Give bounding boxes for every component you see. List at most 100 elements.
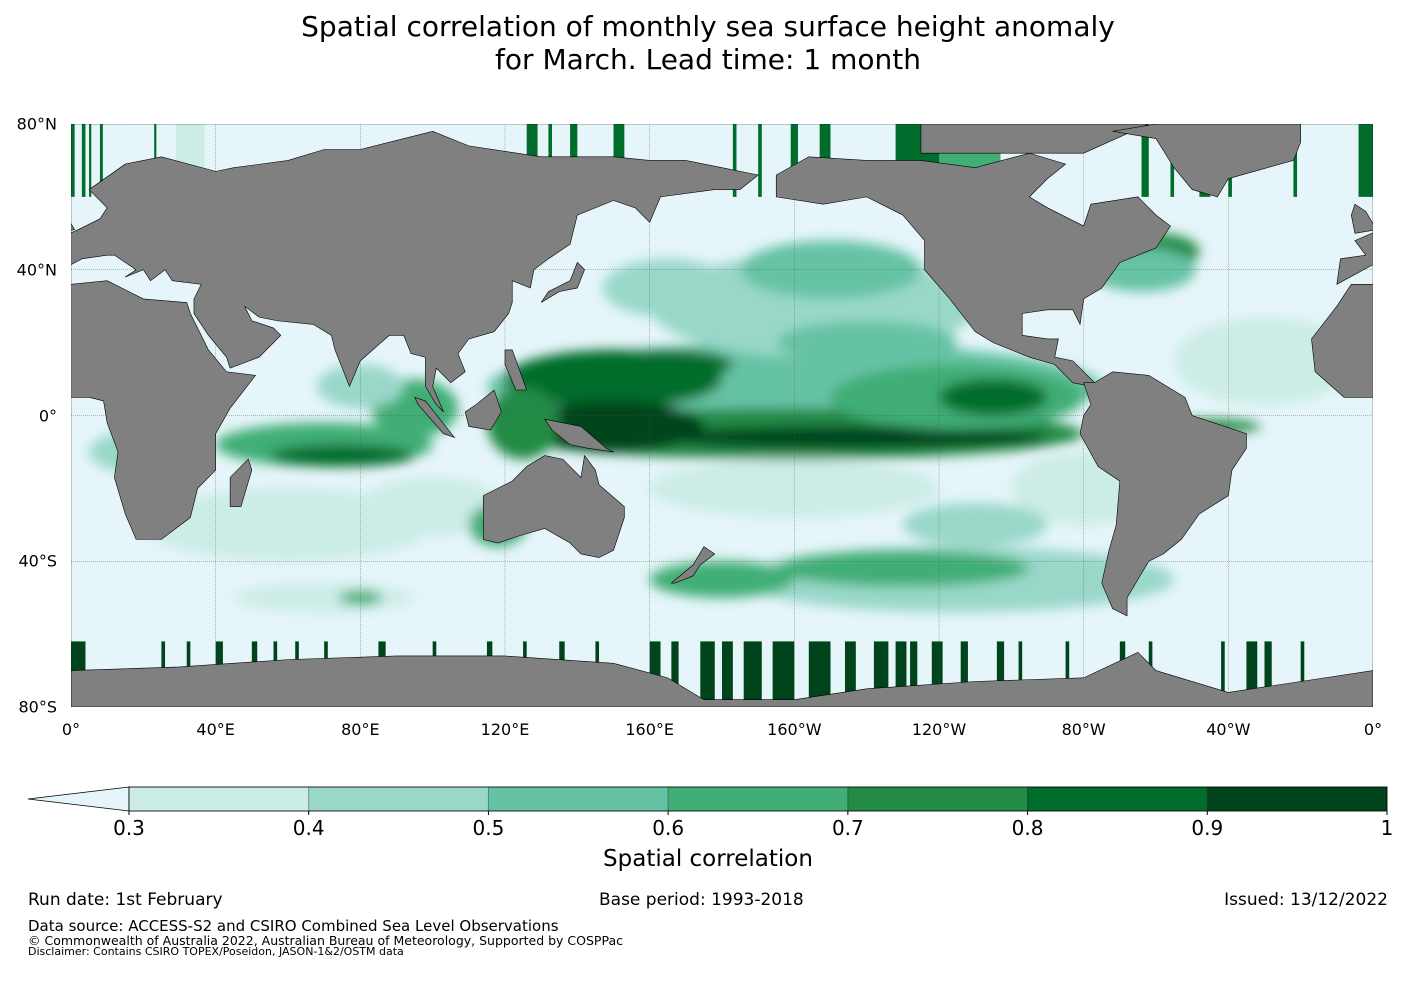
colorbar-segment <box>128 786 310 812</box>
disclaimer: Disclaimer: Contains CSIRO TOPEX/Poseido… <box>28 945 404 958</box>
polar-stripe <box>1300 641 1305 707</box>
polar-stripe <box>732 124 737 197</box>
chart-title-line1: Spatial correlation of monthly sea surfa… <box>301 10 1115 43</box>
polar-stripe <box>722 641 733 707</box>
land-australia <box>483 456 624 558</box>
land-samerica <box>1080 372 1246 616</box>
colorbar-segment <box>1206 786 1388 812</box>
polar-stripe <box>960 641 968 707</box>
polar-stripe <box>743 641 762 707</box>
correlation-region <box>649 561 795 598</box>
land-philippines <box>505 350 527 390</box>
polar-stripe <box>99 124 103 197</box>
lon-tick-label: 80°W <box>1061 720 1106 739</box>
land-mask <box>71 124 1373 707</box>
colorbar-segment <box>847 786 1029 812</box>
land-eurasia <box>1337 131 1373 412</box>
polar-stripe <box>808 641 831 707</box>
polar-stripe <box>931 641 943 707</box>
land-nz <box>671 547 714 583</box>
polar-stripe <box>772 641 795 707</box>
colorbar-outline <box>128 786 1388 812</box>
issued-date: Issued: 13/12/2022 <box>1224 890 1388 910</box>
lat-tick-label: 40°N <box>16 260 57 280</box>
lat-tick-label: 80°N <box>16 114 57 134</box>
correlation-region <box>1174 317 1355 405</box>
correlation-region <box>649 426 1048 449</box>
chart-title-line2: for March. Lead time: 1 month <box>495 43 921 76</box>
base-period: Base period: 1993-2018 <box>599 890 804 910</box>
correlation-map <box>71 124 1373 707</box>
land-greenland <box>1113 124 1301 197</box>
polar-stripe <box>910 641 918 707</box>
polar-stripe <box>1141 124 1149 197</box>
colorbar-tick-label: 1 <box>1380 816 1394 840</box>
lon-tick-label: 160°W <box>767 720 822 739</box>
lon-tick-label: 120°E <box>480 720 530 739</box>
colorbar <box>27 786 1388 815</box>
land-sumatra <box>415 397 455 437</box>
polar-stripe <box>844 641 856 707</box>
lon-tick-label: 0° <box>1363 720 1383 739</box>
polar-stripe <box>1293 124 1298 197</box>
copyright: © Commonwealth of Australia 2022, Austra… <box>28 933 623 948</box>
lat-tick-label: 80°S <box>18 697 57 717</box>
lon-tick-label: 40°W <box>1206 720 1251 739</box>
lon-tick-label: 160°E <box>625 720 674 739</box>
land-africa <box>1312 281 1373 540</box>
colorbar-tick-label: 0.6 <box>652 816 685 840</box>
colorbar-tick-label: 0.3 <box>113 816 145 840</box>
colorbar-label: Spatial correlation <box>603 846 813 872</box>
land-newguinea <box>545 419 614 452</box>
polar-stripe <box>1065 641 1070 707</box>
colorbar-tick-label: 0.5 <box>472 816 505 840</box>
polar-stripe <box>1221 641 1225 707</box>
polar-stripe <box>71 124 75 197</box>
land-uk <box>71 204 75 233</box>
polar-stripe <box>1018 641 1023 707</box>
correlation-region <box>602 258 733 318</box>
land-eurasia <box>71 131 758 412</box>
land-namerica <box>776 153 1170 386</box>
polar-stripe <box>1264 641 1272 707</box>
lon-tick-label: 120°W <box>911 720 967 739</box>
polar-stripe <box>758 124 762 197</box>
land-borneo <box>465 390 501 430</box>
polar-stripe <box>996 641 1005 707</box>
land-japan <box>541 262 584 302</box>
correlation-region <box>269 444 415 467</box>
correlation-region <box>776 320 958 365</box>
data-source: Data source: ACCESS-S2 and CSIRO Combine… <box>28 917 559 935</box>
land-uk <box>1351 204 1373 233</box>
correlation-region <box>233 583 415 613</box>
land-africa <box>71 281 255 540</box>
lon-tick-label: 40°E <box>196 720 235 739</box>
land-arctic <box>921 124 1149 153</box>
correlation-region <box>360 477 505 536</box>
polar-stripe <box>700 641 715 707</box>
colorbar-segment <box>308 786 489 812</box>
colorbar-segment <box>1027 786 1208 812</box>
colorbar-tick-label: 0.9 <box>1191 816 1224 840</box>
colorbar-tick-label: 0.7 <box>831 816 864 840</box>
polar-stripe <box>175 124 205 168</box>
lon-tick-label: 0° <box>61 720 81 739</box>
correlation-region <box>902 502 1048 547</box>
polar-stripe <box>1358 124 1373 197</box>
land-antarctica <box>71 652 1373 707</box>
polar-stripe <box>1246 641 1258 707</box>
land-madagascar <box>230 459 252 506</box>
correlation-region <box>338 590 383 605</box>
polar-stripe <box>895 641 907 707</box>
polar-stripe <box>81 124 86 197</box>
lat-tick-label: 40°S <box>18 551 57 571</box>
colorbar-segment <box>667 786 849 812</box>
correlation-region <box>740 240 921 299</box>
lat-tick-label: 0° <box>38 406 57 425</box>
correlation-region <box>776 550 1030 587</box>
correlation-region <box>939 379 1048 416</box>
colorbar-segment <box>487 786 669 812</box>
colorbar-extension <box>27 786 130 812</box>
colorbar-tick-label: 0.4 <box>292 816 325 840</box>
